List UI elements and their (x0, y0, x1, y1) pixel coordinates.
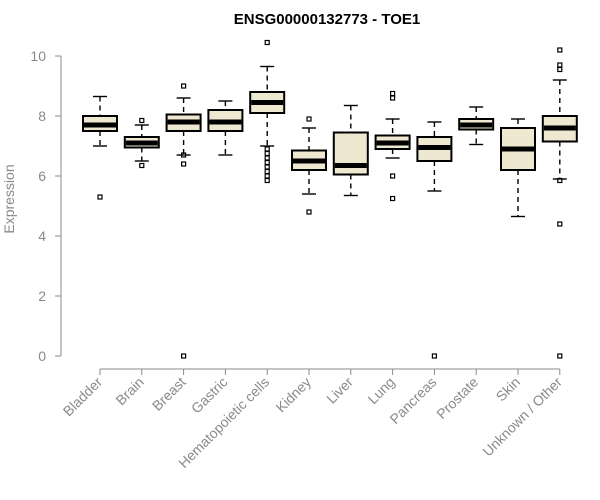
box-prostate (458, 106, 495, 146)
x-tick-label: Lung (364, 374, 397, 407)
outlier-point (390, 173, 396, 179)
y-tick-label: 2 (38, 288, 46, 304)
outlier-point (431, 353, 437, 359)
outlier-point (181, 83, 187, 89)
outlier-point (557, 66, 563, 73)
x-tick-label: Bladder (60, 374, 106, 420)
box-gastric (207, 100, 244, 156)
outlier-point (557, 353, 563, 359)
outlier-point (264, 168, 270, 175)
box-unknown-other (541, 47, 578, 359)
outlier-point (390, 195, 396, 202)
outlier-point (557, 177, 563, 184)
y-tick-label: 4 (38, 228, 46, 244)
outlier-point (139, 162, 145, 169)
box-kidney (291, 116, 327, 215)
x-tick-label: Breast (149, 374, 189, 414)
y-tick-label: 0 (38, 348, 46, 364)
x-tick-label: Brain (112, 374, 146, 408)
x-tick-label: Liver (323, 374, 356, 407)
y-axis-label: Expression (1, 164, 17, 233)
chart-title: ENSG00000132773 - TOE1 (234, 11, 421, 28)
box-skin (500, 118, 536, 218)
box-breast (165, 83, 202, 359)
axes: 0 2 4 6 8 10 (30, 48, 561, 375)
outlier-point (264, 159, 270, 166)
outlier-point (557, 62, 563, 68)
outlier-point (264, 39, 270, 46)
outlier-point (181, 152, 187, 158)
box-hematopoietic-cells (249, 39, 286, 184)
outlier-point (181, 353, 187, 359)
x-tick-label: Kidney (273, 374, 315, 416)
outlier-point (390, 95, 396, 101)
outlier-point (264, 177, 270, 184)
outlier-point (264, 173, 270, 179)
outlier-point (390, 90, 396, 97)
outlier-point (557, 47, 563, 53)
boxes (82, 39, 578, 359)
outlier-point (264, 150, 270, 157)
y-tick-label: 8 (38, 108, 46, 124)
outlier-point (557, 221, 563, 227)
outlier-point (264, 146, 270, 152)
outlier-point (264, 155, 270, 161)
box-bladder (82, 95, 118, 200)
box-liver (332, 104, 369, 197)
outlier-point (139, 117, 145, 124)
outlier-point (97, 194, 103, 200)
x-tick-label: Skin (493, 374, 524, 405)
x-tick-label: Unknown / Other (479, 374, 565, 460)
y-tick-label: 6 (38, 168, 46, 184)
box-lung (374, 90, 411, 202)
y-tick-label: 10 (30, 48, 46, 64)
outlier-point (306, 209, 312, 215)
outlier-point (264, 164, 270, 170)
x-tick-label: Prostate (433, 374, 481, 422)
iqr-box (332, 131, 369, 176)
outlier-point (181, 161, 187, 167)
box-pancreas (416, 121, 453, 359)
outlier-point (306, 116, 312, 122)
box-brain (123, 117, 160, 169)
